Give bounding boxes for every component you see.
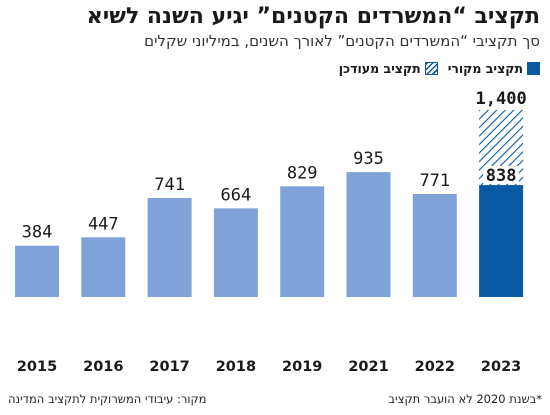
- bar-2023-original: [479, 185, 524, 297]
- legend-item-original: תקציב מקורי: [448, 61, 540, 76]
- bar-2015: [15, 245, 59, 297]
- chart-title: תקציב “המשרדים הקטנים” יגיע השנה לשיא: [86, 4, 540, 29]
- bar-2019: [280, 186, 325, 297]
- value-label-bg-2023: [483, 166, 520, 185]
- tick-label-2021: 2021: [348, 359, 388, 375]
- tick-label-2018: 2018: [216, 359, 256, 375]
- legend-item-updated: תקציב מעודכן: [339, 61, 438, 76]
- value-label-2022: 771: [419, 171, 450, 191]
- legend-label-updated: תקציב מעודכן: [338, 60, 421, 76]
- chart-subtitle: סך תקציבי “המשרדים הקטנים” לאורך השנים, …: [144, 32, 540, 50]
- legend-swatch-updated: [424, 61, 438, 75]
- tick-labels-group: 2015 2016 2017 2018 2019 2021 2022 2023: [17, 359, 521, 375]
- bar-2018: [213, 208, 258, 297]
- tick-label-2016: 2016: [83, 359, 123, 375]
- value-labels-group: 384 447 741 664 829 935 771 1,400 838: [22, 89, 527, 243]
- tick-label-2017: 2017: [149, 359, 189, 375]
- tick-label-2023: 2023: [481, 359, 521, 375]
- source-note: מקור: עיבודי המשרוקית לתקציב המדינה: [8, 392, 207, 406]
- legend-swatch-original: [527, 61, 540, 75]
- bars-group: [15, 110, 524, 297]
- tick-label-2015: 2015: [17, 359, 57, 375]
- legend-label-original: תקציב מקורי: [447, 60, 523, 76]
- bar-2021: [346, 172, 391, 297]
- bar-2016: [81, 237, 126, 297]
- value-label-2023-updated: 1,400: [476, 89, 527, 109]
- footnote: *בשנת 2020 לא הועבר תקציב: [388, 392, 542, 406]
- value-label-2019: 829: [287, 163, 318, 183]
- value-label-2021: 935: [353, 149, 384, 169]
- chart-legend: תקציב מקורי תקציב מעודכן: [339, 58, 540, 78]
- value-label-2017: 741: [154, 175, 185, 195]
- value-label-2016: 447: [88, 214, 119, 234]
- value-label-2023: 838: [486, 166, 517, 186]
- tick-label-2019: 2019: [282, 359, 322, 375]
- tick-label-2022: 2022: [415, 359, 455, 375]
- bar-2022: [412, 194, 457, 297]
- bar-2017: [147, 198, 192, 297]
- value-label-2015: 384: [22, 223, 53, 243]
- value-label-2018: 664: [221, 185, 252, 205]
